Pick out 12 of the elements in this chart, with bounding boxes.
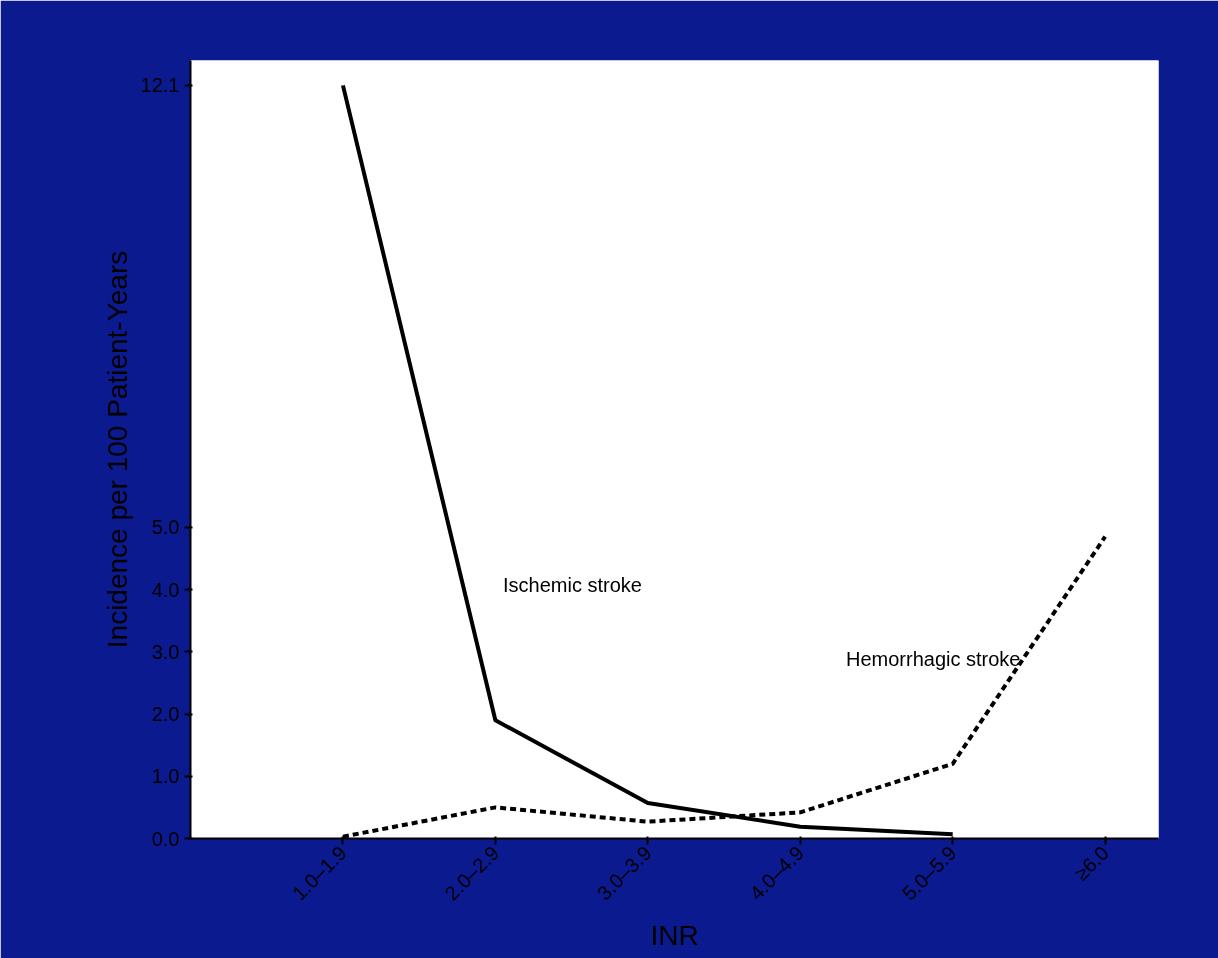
y-tick-label: 3.0	[151, 640, 180, 663]
x-axis-title: INR	[650, 920, 699, 952]
x-tick-label: ≥6.0	[1069, 841, 1113, 885]
series-label: Hemorrhagic stroke	[846, 648, 1021, 671]
y-tick-label: 4.0	[151, 578, 180, 601]
series-label: Ischemic stroke	[503, 573, 642, 596]
y-tick-label: 1.0	[151, 765, 180, 788]
y-tick-label: 5.0	[151, 516, 180, 539]
y-axis-title: Incidence per 100 Patient-Years	[101, 250, 133, 649]
y-tick-label: 0.0	[151, 827, 180, 850]
y-tick-label: 2.0	[151, 703, 180, 726]
y-tick-label: 12.1	[140, 74, 180, 97]
